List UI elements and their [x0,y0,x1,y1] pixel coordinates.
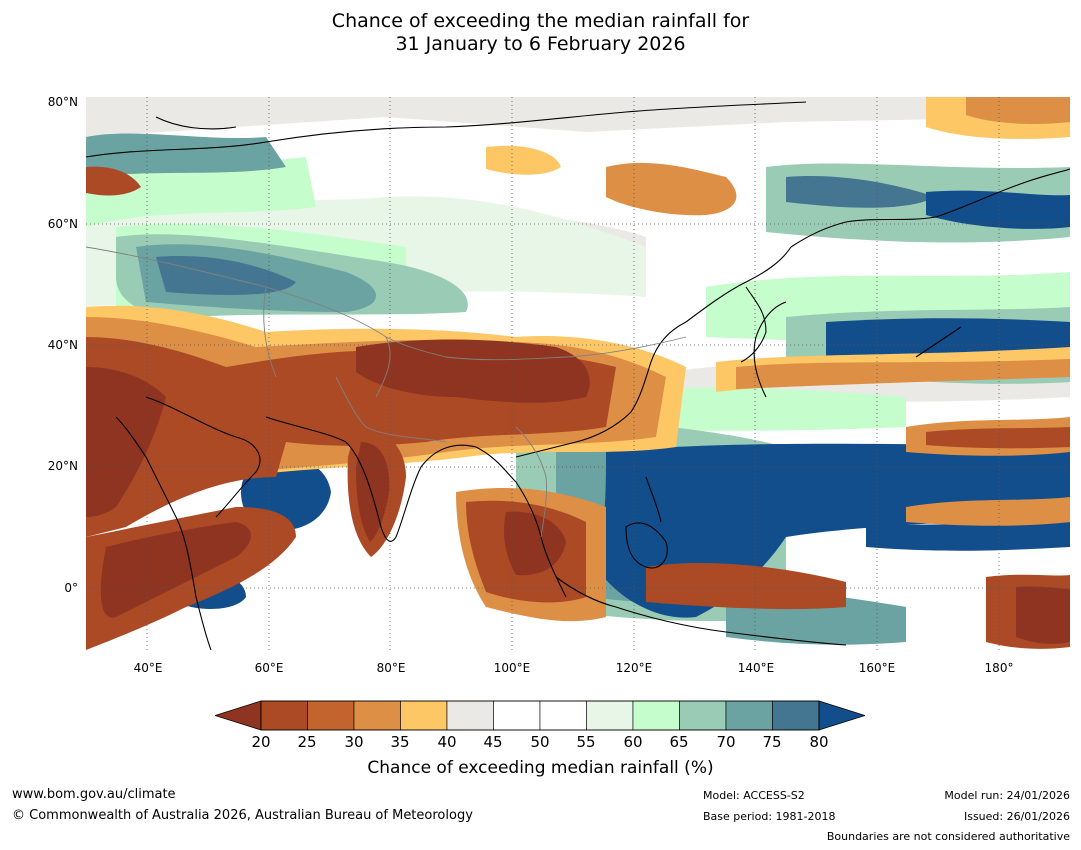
colorbar [213,700,867,732]
colorbar-cell-70-75 [725,700,773,731]
colorbar-outline [260,700,820,731]
rainfall-probability-map [86,97,1070,650]
colorbar-tick-30: 30 [344,733,364,751]
colorbar-tick-50: 50 [530,733,550,751]
colorbar-tick-25: 25 [297,733,317,751]
colorbar-tick-60: 60 [623,733,643,751]
colorbar-cell-60-65 [632,700,680,731]
colorbar-tick-80: 80 [809,733,829,751]
chart-title-line2: 31 January to 6 February 2026 [395,33,686,55]
colorbar-svg [213,700,867,731]
colorbar-cell-25-30 [307,700,355,731]
lon-tick-40e: 40°E [133,661,163,675]
lat-tick-80n: 80°N [47,95,78,109]
coastlines [86,101,1070,650]
graticule [86,97,1070,650]
colorbar-cell-65-70 [679,700,727,731]
colorbar-tick-70: 70 [716,733,736,751]
lon-tick-160e: 160°E [858,661,896,675]
lat-tick-20n: 20°N [47,459,78,473]
lon-tick-120e: 120°E [615,661,653,675]
colorbar-cell-50-55 [539,700,587,731]
colorbar-cell-20-25 [260,700,308,731]
colorbar-tick-75: 75 [762,733,782,751]
lon-tick-100e: 100°E [493,661,531,675]
colorbar-cell-30-35 [353,700,401,731]
lat-tick-60n: 60°N [47,217,78,231]
boundaries-disclaimer: Boundaries are not considered authoritat… [826,830,1070,843]
lat-tick-40n: 40°N [47,338,78,352]
colorbar-cell-40-45 [446,700,494,731]
map-svg [86,97,1070,650]
lon-tick-140e: 140°E [737,661,775,675]
colorbar-tick-20: 20 [251,733,271,751]
colorbar-tick-55: 55 [576,733,596,751]
dry-zones [86,97,1070,650]
colorbar-cell-55-60 [586,700,634,731]
borders [86,246,687,538]
lon-tick-60e: 60°E [254,661,284,675]
colorbar-label: Chance of exceeding median rainfall (%) [367,758,714,778]
lon-tick-180: 180° [984,661,1014,675]
copyright-text: © Commonwealth of Australia 2026, Austra… [12,808,473,823]
colorbar-tick-40: 40 [437,733,457,751]
colorbar-cell-35-40 [400,700,448,731]
lat-tick-0: 0° [64,581,78,595]
colorbar-cells [260,700,820,731]
colorbar-low-extension [213,700,262,731]
bom-climate-link[interactable]: www.bom.gov.au/climate [12,787,176,802]
issued-date: Issued: 26/01/2026 [963,810,1070,823]
base-period: Base period: 1981-2018 [703,810,836,823]
colorbar-tick-65: 65 [669,733,689,751]
lon-tick-80e: 80°E [376,661,406,675]
model-name: Model: ACCESS-S2 [703,789,805,802]
colorbar-cell-75-80 [772,700,820,731]
model-run-date: Model run: 24/01/2026 [944,789,1070,802]
colorbar-high-extension [818,700,867,731]
colorbar-cell-45-50 [493,700,541,731]
colorbar-tick-45: 45 [483,733,503,751]
colorbar-tick-35: 35 [390,733,410,751]
chart-title-line1: Chance of exceeding the median rainfall … [331,10,750,32]
